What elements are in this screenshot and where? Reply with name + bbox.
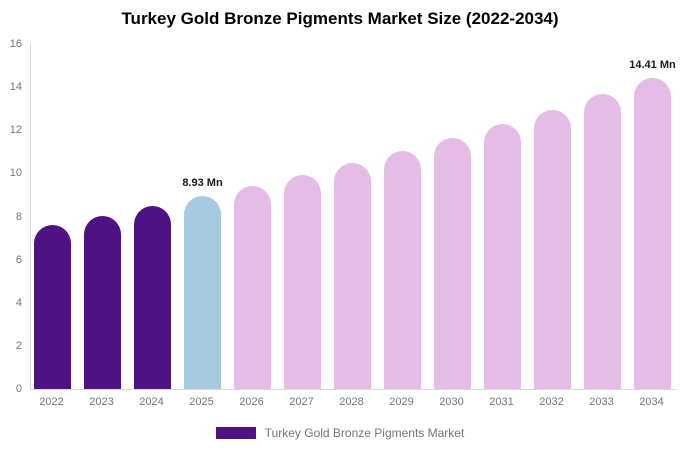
y-tick-label: 16 xyxy=(9,38,22,50)
x-tick-label-2034: 2034 xyxy=(639,396,664,408)
legend-label: Turkey Gold Bronze Pigments Market xyxy=(264,426,465,440)
x-tick-label-2027: 2027 xyxy=(289,396,314,408)
bar-2028 xyxy=(334,163,371,389)
bar-2030 xyxy=(434,137,471,389)
x-tick-label-2022: 2022 xyxy=(39,396,64,408)
bar-2027 xyxy=(284,174,321,389)
bar-2025 xyxy=(184,196,221,389)
y-tick-label: 10 xyxy=(9,167,22,180)
value-label-2025: 8.93 Mn xyxy=(182,177,223,190)
bar-2034 xyxy=(634,78,671,389)
x-tick-label-2024: 2024 xyxy=(139,396,164,408)
value-label-2034: 14.41 Mn xyxy=(629,59,676,72)
x-tick-label-2030: 2030 xyxy=(439,396,464,408)
legend: Turkey Gold Bronze Pigments Market xyxy=(0,426,680,440)
y-tick-label: 8 xyxy=(15,210,22,223)
y-tick-label: 4 xyxy=(15,296,22,309)
bar-2022 xyxy=(34,224,71,389)
y-axis: 0 2 4 6 8 10 12 14 16 xyxy=(0,38,24,395)
x-tick-label-2029: 2029 xyxy=(389,396,414,408)
x-tick-label-2032: 2032 xyxy=(539,396,564,408)
chart-title: Turkey Gold Bronze Pigments Market Size … xyxy=(121,9,559,28)
bar-2023 xyxy=(84,215,121,389)
x-tick-label-2031: 2031 xyxy=(489,396,514,408)
y-tick-label: 12 xyxy=(9,124,22,137)
bar-2024 xyxy=(134,206,171,389)
y-tick-label: 2 xyxy=(15,339,22,352)
bar-2031 xyxy=(484,124,521,389)
legend-swatch xyxy=(215,427,256,439)
x-tick-label-2028: 2028 xyxy=(339,396,364,408)
bar-2033 xyxy=(584,94,621,389)
bar-2029 xyxy=(384,150,421,389)
bar-2026 xyxy=(234,185,271,389)
plot-area: 8.93 Mn 14.41 Mn xyxy=(30,44,677,390)
x-tick-label-2033: 2033 xyxy=(589,396,614,408)
x-tick-label-2023: 2023 xyxy=(89,396,114,408)
x-tick-label-2026: 2026 xyxy=(239,396,264,408)
y-tick-label: 0 xyxy=(15,383,22,395)
y-tick-label: 14 xyxy=(9,81,22,94)
x-tick-label-2025: 2025 xyxy=(189,396,214,408)
y-tick-label: 6 xyxy=(15,253,22,266)
x-axis: 2022 2023 2024 2025 2026 2027 2028 2029 2030 2031… xyxy=(30,396,676,412)
bar-2032 xyxy=(534,109,571,389)
